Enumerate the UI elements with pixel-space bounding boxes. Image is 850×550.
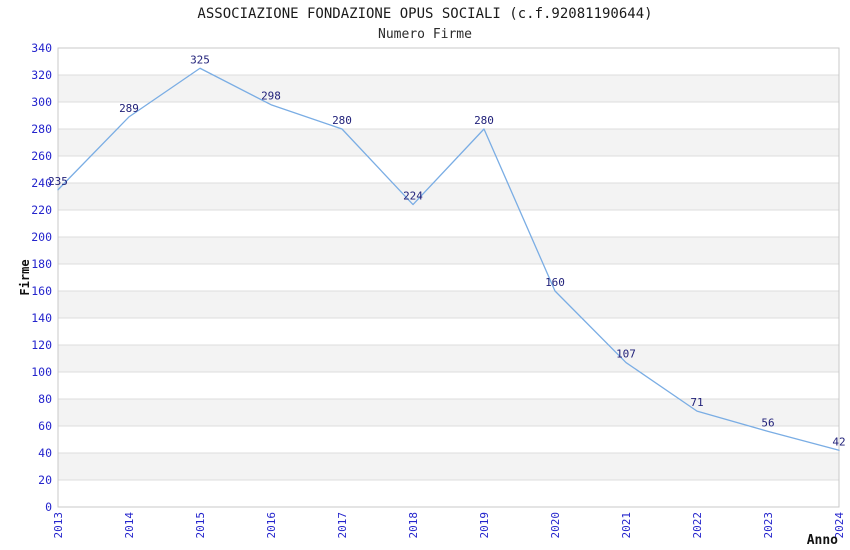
y-tick-label: 220 <box>31 203 52 217</box>
plot-band <box>58 291 839 318</box>
x-tick-label: 2021 <box>620 512 633 539</box>
plot-band <box>58 237 839 264</box>
plot-band <box>58 75 839 102</box>
x-tick-label: 2024 <box>833 512 846 539</box>
plot-band <box>58 399 839 426</box>
y-tick-label: 280 <box>31 122 52 136</box>
x-tick-label: 2018 <box>407 512 420 539</box>
plot-band <box>58 102 839 129</box>
y-tick-label: 260 <box>31 149 52 163</box>
y-tick-label: 160 <box>31 284 52 298</box>
x-tick-label: 2016 <box>265 512 278 539</box>
y-tick-label: 60 <box>38 419 52 433</box>
y-tick-label: 20 <box>38 473 52 487</box>
data-label: 235 <box>48 175 68 188</box>
x-tick-label: 2014 <box>123 512 136 539</box>
x-tick-label: 2013 <box>52 512 65 539</box>
y-tick-label: 0 <box>45 500 52 514</box>
data-label: 42 <box>832 435 845 448</box>
plot-band <box>58 129 839 156</box>
y-tick-label: 180 <box>31 257 52 271</box>
y-tick-label: 340 <box>31 41 52 55</box>
y-tick-label: 40 <box>38 446 52 460</box>
chart-title: ASSOCIAZIONE FONDAZIONE OPUS SOCIALI (c.… <box>197 6 653 22</box>
plot-band <box>58 48 839 75</box>
y-tick-label: 80 <box>38 392 52 406</box>
data-label: 289 <box>119 102 139 115</box>
plot-border <box>57 47 840 508</box>
plot-band <box>58 426 839 453</box>
plot-band <box>58 480 839 507</box>
y-axis-label: Firme <box>18 259 32 295</box>
x-tick-label: 2020 <box>549 512 562 539</box>
plot-band <box>58 210 839 237</box>
x-tick-label: 2022 <box>691 512 704 539</box>
y-tick-label: 100 <box>31 365 52 379</box>
x-tick-label: 2023 <box>762 512 775 539</box>
data-label: 298 <box>261 90 281 103</box>
plot-band <box>58 453 839 480</box>
series-line <box>57 67 840 451</box>
y-tick-label: 200 <box>31 230 52 244</box>
y-tick-label: 140 <box>31 311 52 325</box>
x-tick-label: 2015 <box>194 512 207 539</box>
data-label: 56 <box>761 416 774 429</box>
data-label: 224 <box>403 190 423 203</box>
y-tick-label: 240 <box>31 176 52 190</box>
x-tick-label: 2017 <box>336 512 349 539</box>
data-label: 107 <box>616 348 636 361</box>
plot-band <box>58 156 839 183</box>
x-axis-label: Anno <box>807 533 838 548</box>
x-tick-label: 2019 <box>478 512 491 539</box>
plot-band <box>58 264 839 291</box>
y-tick-label: 120 <box>31 338 52 352</box>
y-tick-label: 320 <box>31 68 52 82</box>
plot-band <box>58 318 839 345</box>
data-label: 280 <box>332 114 352 127</box>
plot-band <box>58 183 839 210</box>
data-label: 160 <box>545 276 565 289</box>
chart-subtitle: Numero Firme <box>378 27 472 42</box>
plot-band <box>58 372 839 399</box>
y-tick-label: 300 <box>31 95 52 109</box>
data-label: 280 <box>474 114 494 127</box>
data-label: 325 <box>190 53 210 66</box>
plot-band <box>58 345 839 372</box>
data-label: 71 <box>690 396 703 409</box>
